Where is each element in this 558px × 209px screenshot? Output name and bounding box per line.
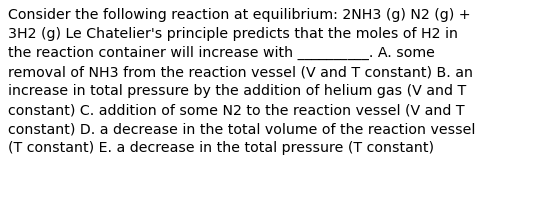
- Text: Consider the following reaction at equilibrium: 2NH3 (g) N2 (g) +
3H2 (g) Le Cha: Consider the following reaction at equil…: [8, 8, 476, 155]
